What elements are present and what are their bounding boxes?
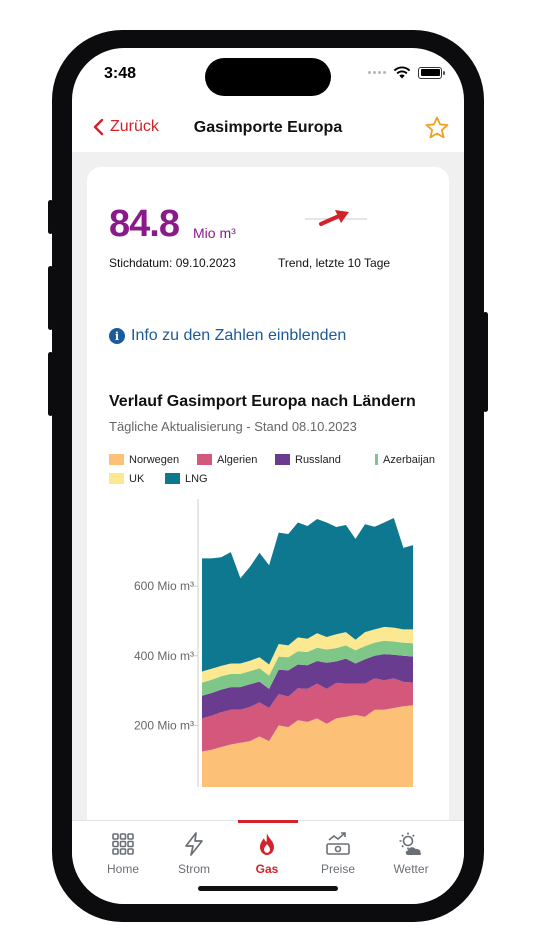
wifi-icon (393, 66, 411, 79)
legend-item-algerien[interactable]: Algerien (197, 453, 275, 466)
content-area[interactable]: 84.8 Mio m³ Stichdatum: 09.10.2023 Trend… (72, 152, 464, 820)
trend-up-arrow-icon (305, 210, 367, 226)
chart-title: Verlauf Gasimport Europa nach Ländern (109, 393, 416, 410)
current-value: 84.8 (109, 203, 180, 245)
area-azerbaijan (202, 640, 413, 696)
navigation-bar: Zurück Gasimporte Europa (72, 106, 464, 152)
info-icon: i (109, 328, 125, 344)
volume-up-button (48, 266, 53, 330)
legend-swatch (109, 473, 124, 484)
back-button[interactable]: Zurück (92, 118, 159, 136)
legend-item-azerbaijan[interactable]: Azerbaijan (375, 453, 435, 466)
tab-home[interactable]: Home (87, 831, 159, 876)
y-tick-label: 400 Mio m³ (134, 649, 194, 663)
trend-label: Trend, letzte 10 Tage (278, 256, 391, 270)
page-title: Gasimporte Europa (193, 119, 343, 136)
legend-swatch (165, 473, 180, 484)
home-indicator (198, 886, 338, 891)
battery-icon (418, 66, 445, 79)
grid-icon (112, 833, 134, 855)
tab-wetter-label: Wetter (393, 862, 429, 876)
legend-swatch (275, 454, 290, 465)
legend-item-uk[interactable]: UK (109, 472, 165, 485)
area-lng (202, 518, 413, 672)
status-time: 3:48 (104, 65, 137, 82)
y-tick-label: 200 Mio m³ (134, 718, 194, 732)
flame-icon (260, 833, 274, 855)
mute-switch (48, 200, 53, 234)
sun-cloud-icon (399, 832, 422, 855)
active-tab-indicator (238, 820, 298, 823)
lightning-icon (185, 832, 203, 856)
volume-down-button (48, 352, 53, 416)
screen: 3:48 Zurück Gasimporte Europa (72, 48, 464, 904)
legend-swatch (375, 454, 379, 465)
power-button (483, 312, 488, 412)
area-algerien (202, 678, 413, 752)
chevron-left-icon (93, 118, 104, 136)
y-tick-label: 600 Mio m³ (134, 579, 194, 593)
area-russland (202, 654, 413, 719)
tab-gas-label: Gas (255, 862, 279, 876)
current-value-unit: Mio m³ (193, 225, 236, 241)
tab-preise[interactable]: Preise (302, 831, 374, 876)
tab-gas[interactable]: Gas (231, 831, 303, 876)
info-toggle-label: Info zu den Zahlen einblenden (131, 327, 347, 344)
legend-label: UK (129, 472, 145, 485)
status-icons (368, 66, 445, 79)
legend-label: Azerbaijan (383, 453, 435, 466)
gas-import-card: 84.8 Mio m³ Stichdatum: 09.10.2023 Trend… (87, 167, 449, 820)
tab-preise-label: Preise (320, 862, 355, 876)
legend-label: Algerien (217, 453, 258, 466)
legend-label: LNG (185, 472, 208, 485)
legend-item-russland[interactable]: Russland (275, 453, 375, 466)
chart-subtitle: Tägliche Aktualisierung - Stand 08.10.20… (109, 419, 357, 434)
area-norwegen (202, 705, 413, 787)
favorite-star-icon[interactable] (424, 115, 450, 141)
legend-swatch (197, 454, 212, 465)
tab-home-label: Home (106, 862, 139, 876)
legend-label: Russland (295, 453, 341, 466)
reference-date: Stichdatum: 09.10.2023 (109, 256, 236, 270)
tab-strom[interactable]: Strom (158, 831, 230, 876)
chart-legend: Norwegen Algerien Russland Azerbaijan UK LNG (109, 453, 439, 485)
back-label: Zurück (110, 118, 159, 135)
tab-strom-label: Strom (177, 862, 210, 876)
legend-item-lng[interactable]: LNG (165, 472, 225, 485)
phone-frame: 3:48 Zurück Gasimporte Europa (48, 30, 488, 922)
info-toggle-link[interactable]: i Info zu den Zahlen einblenden (109, 327, 346, 345)
legend-item-norwegen[interactable]: Norwegen (109, 453, 197, 466)
area-uk (202, 626, 413, 683)
money-trend-icon (326, 832, 350, 855)
tab-bar: Home Strom Gas (72, 820, 464, 904)
legend-label: Norwegen (129, 453, 180, 466)
legend-swatch (109, 454, 124, 465)
tab-wetter[interactable]: Wetter (375, 831, 447, 876)
signal-icon (368, 71, 386, 74)
dynamic-island (205, 58, 331, 96)
